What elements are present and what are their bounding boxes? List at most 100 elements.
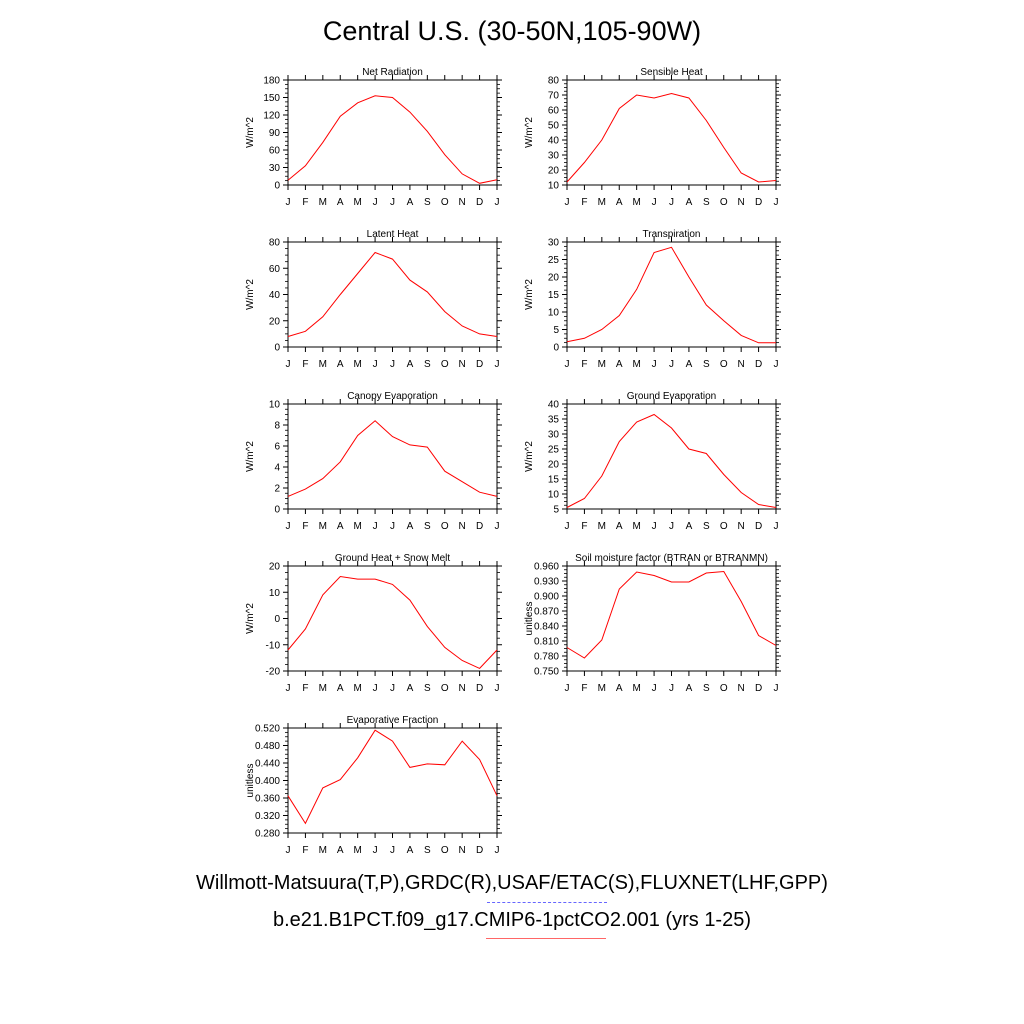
- x-tick-label: J: [774, 683, 779, 694]
- x-tick-label: N: [738, 521, 745, 532]
- x-tick-label: D: [476, 197, 483, 208]
- y-tick-label: 180: [263, 76, 280, 87]
- series-line: [287, 729, 498, 825]
- x-tick-label: F: [302, 197, 308, 208]
- x-tick-label: F: [581, 683, 587, 694]
- x-tick-label: N: [459, 521, 466, 532]
- x-tick-label: S: [424, 845, 431, 856]
- x-tick-label: J: [286, 197, 291, 208]
- y-tick-label: 20: [548, 166, 560, 177]
- series-line: [566, 413, 777, 508]
- chart-title: Transpiration: [643, 229, 701, 240]
- y-tick-label: 10: [269, 400, 281, 411]
- x-tick-label: M: [353, 197, 361, 208]
- y-tick-label: 10: [548, 308, 560, 319]
- model-case-caption: b.e21.B1PCT.f09_g17.CMIP6-1pctCO2.001 (y…: [272, 909, 752, 931]
- y-axis-label: W/m^2: [245, 441, 256, 472]
- y-tick-label: 80: [269, 238, 281, 249]
- plot-frame: [566, 403, 777, 510]
- series-line: [287, 95, 498, 184]
- y-tick-label: 20: [548, 460, 560, 471]
- x-tick-label: J: [286, 845, 291, 856]
- y-tick-label: 120: [263, 111, 280, 122]
- x-tick-label: M: [598, 683, 606, 694]
- x-tick-label: J: [652, 359, 657, 370]
- x-tick-label: J: [286, 521, 291, 532]
- x-tick-label: O: [441, 359, 449, 370]
- x-tick-label: M: [632, 521, 640, 532]
- x-tick-label: S: [703, 683, 710, 694]
- x-tick-label: N: [738, 359, 745, 370]
- y-tick-label: 20: [548, 273, 560, 284]
- x-tick-label: A: [686, 359, 693, 370]
- y-axis-label: unitless: [524, 602, 535, 636]
- series-line: [287, 251, 498, 337]
- chart-title: Latent Heat: [367, 229, 419, 240]
- x-tick-label: A: [337, 845, 344, 856]
- x-tick-label: A: [337, 197, 344, 208]
- y-axis-label: unitless: [245, 764, 256, 798]
- x-tick-label: J: [495, 683, 500, 694]
- y-tick-label: 35: [548, 415, 560, 426]
- x-tick-label: M: [632, 683, 640, 694]
- x-tick-label: N: [459, 845, 466, 856]
- y-tick-label: 25: [548, 255, 560, 266]
- y-axis-label: W/m^2: [524, 279, 535, 310]
- y-tick-label: 20: [269, 316, 281, 327]
- x-tick-label: F: [302, 359, 308, 370]
- x-tick-label: N: [459, 359, 466, 370]
- y-tick-label: 0: [274, 343, 280, 354]
- chart-title: Ground Evaporation: [627, 391, 717, 402]
- y-tick-label: 0.280: [255, 829, 280, 840]
- x-tick-label: A: [616, 359, 623, 370]
- obs-legend-line: [487, 902, 607, 903]
- x-tick-label: F: [302, 521, 308, 532]
- y-tick-label: -20: [266, 667, 281, 678]
- chart-title: Evaporative Fraction: [347, 715, 439, 726]
- x-tick-label: S: [703, 359, 710, 370]
- chart-panel: Evaporative Fraction unitless 0.280 0.320 0.…: [245, 715, 502, 856]
- x-tick-label: J: [390, 683, 395, 694]
- y-tick-label: 30: [548, 430, 560, 441]
- x-tick-label: M: [319, 683, 327, 694]
- y-tick-label: 0.840: [534, 622, 559, 633]
- series-line: [566, 92, 777, 183]
- x-tick-label: A: [337, 683, 344, 694]
- x-tick-label: J: [390, 197, 395, 208]
- x-tick-label: J: [495, 845, 500, 856]
- y-tick-label: 30: [548, 151, 560, 162]
- y-tick-label: -10: [266, 640, 281, 651]
- y-tick-label: 25: [548, 445, 560, 456]
- y-tick-label: 0.360: [255, 794, 280, 805]
- x-tick-label: J: [652, 683, 657, 694]
- x-tick-label: J: [652, 197, 657, 208]
- y-axis-label: W/m^2: [245, 279, 256, 310]
- y-tick-label: 0: [274, 181, 280, 192]
- y-tick-label: 0.960: [534, 562, 559, 573]
- x-tick-label: A: [616, 683, 623, 694]
- y-tick-label: 10: [269, 588, 281, 599]
- y-tick-label: 150: [263, 93, 280, 104]
- page-title: Central U.S. (30-50N,105-90W): [322, 16, 702, 46]
- x-tick-label: D: [476, 683, 483, 694]
- x-tick-label: N: [738, 197, 745, 208]
- x-tick-label: J: [390, 845, 395, 856]
- y-tick-label: 8: [274, 421, 280, 432]
- x-tick-label: S: [424, 521, 431, 532]
- x-tick-label: A: [407, 197, 414, 208]
- x-tick-label: M: [319, 521, 327, 532]
- y-tick-label: 0.870: [534, 607, 559, 618]
- y-tick-label: 40: [269, 290, 281, 301]
- chart-title: Soil moisture factor (BTRAN or BTRANMN): [575, 553, 768, 564]
- x-tick-label: F: [581, 359, 587, 370]
- x-tick-label: F: [581, 197, 587, 208]
- x-tick-label: D: [755, 521, 762, 532]
- y-axis-label: W/m^2: [245, 603, 256, 634]
- x-tick-label: M: [319, 197, 327, 208]
- x-tick-label: F: [302, 683, 308, 694]
- x-tick-label: D: [755, 359, 762, 370]
- y-tick-label: 5: [553, 505, 559, 516]
- x-tick-label: M: [353, 845, 361, 856]
- y-tick-label: 15: [548, 290, 560, 301]
